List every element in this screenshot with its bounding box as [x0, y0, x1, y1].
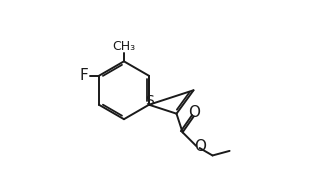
- Text: CH₃: CH₃: [113, 40, 136, 53]
- Text: S: S: [145, 94, 154, 108]
- Text: O: O: [194, 139, 206, 154]
- Text: O: O: [188, 105, 200, 120]
- Text: F: F: [79, 68, 88, 83]
